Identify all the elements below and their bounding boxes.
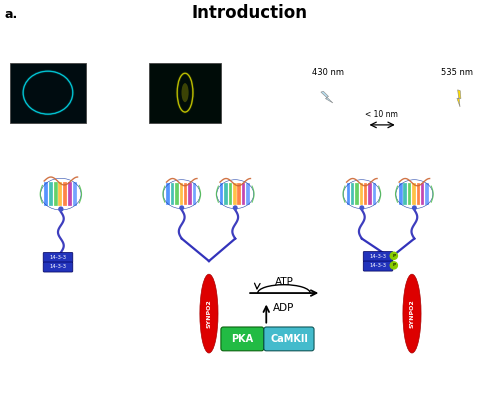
Bar [347, 183, 350, 205]
Ellipse shape [403, 274, 421, 353]
Text: PKA: PKA [231, 334, 253, 344]
Bar [360, 183, 363, 205]
Text: a.: a. [5, 8, 18, 21]
Bar [180, 183, 183, 205]
Circle shape [390, 262, 397, 269]
FancyBboxPatch shape [264, 327, 314, 351]
Text: CaMKII: CaMKII [270, 334, 308, 344]
Bar [238, 183, 241, 205]
Bar [54, 182, 58, 206]
Bar [171, 183, 174, 205]
Bar [149, 63, 221, 123]
Text: 535 nm: 535 nm [441, 68, 473, 77]
Bar [228, 183, 232, 205]
Bar [364, 183, 368, 205]
Circle shape [412, 206, 416, 210]
Bar [242, 183, 245, 205]
Ellipse shape [181, 83, 189, 102]
FancyBboxPatch shape [43, 252, 73, 262]
Bar [184, 183, 187, 205]
FancyBboxPatch shape [43, 262, 73, 272]
Text: 14-3-3: 14-3-3 [370, 254, 386, 259]
FancyBboxPatch shape [363, 261, 393, 271]
Text: ADP: ADP [273, 303, 295, 313]
Bar [417, 183, 420, 205]
FancyBboxPatch shape [221, 327, 264, 351]
Bar [408, 183, 411, 205]
Bar [372, 183, 376, 205]
Text: 430 nm: 430 nm [312, 68, 344, 77]
Bar [224, 183, 228, 205]
Bar [246, 183, 250, 205]
Bar [404, 183, 407, 205]
Bar [10, 63, 86, 123]
Bar [44, 182, 48, 206]
Text: 14-3-3: 14-3-3 [370, 263, 386, 268]
Circle shape [233, 206, 237, 210]
Bar [188, 183, 192, 205]
Circle shape [390, 252, 397, 259]
Text: P: P [392, 264, 396, 267]
Bar [175, 183, 179, 205]
FancyBboxPatch shape [363, 251, 393, 261]
Bar [421, 183, 424, 205]
Circle shape [59, 207, 63, 211]
Bar [192, 183, 196, 205]
Circle shape [180, 206, 183, 210]
Text: SYNPO2: SYNPO2 [409, 299, 414, 328]
Ellipse shape [200, 274, 218, 353]
Text: Introduction: Introduction [192, 4, 308, 22]
Polygon shape [321, 91, 333, 103]
Bar [220, 183, 224, 205]
Text: 14-3-3: 14-3-3 [49, 255, 67, 260]
Bar [49, 182, 53, 206]
Bar [167, 183, 170, 205]
Text: P: P [392, 254, 396, 258]
Bar [73, 182, 77, 206]
Bar [63, 182, 67, 206]
Bar [355, 183, 359, 205]
Bar [412, 183, 416, 205]
Bar [368, 183, 372, 205]
Text: < 10 nm: < 10 nm [365, 110, 398, 119]
Circle shape [360, 206, 364, 210]
Bar [59, 182, 62, 206]
Bar [425, 183, 429, 205]
Bar [68, 182, 72, 206]
Polygon shape [457, 90, 461, 107]
Text: SYNPO2: SYNPO2 [206, 299, 212, 328]
Bar [351, 183, 354, 205]
Bar [233, 183, 237, 205]
Bar [399, 183, 403, 205]
Text: 14-3-3: 14-3-3 [49, 264, 67, 269]
Text: ATP: ATP [275, 277, 293, 287]
